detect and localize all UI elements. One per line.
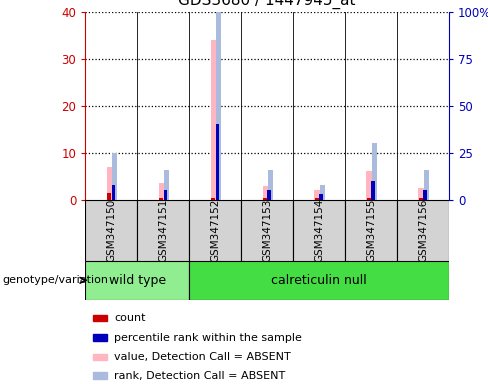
Text: GSM347155: GSM347155: [366, 199, 376, 262]
Text: wild type: wild type: [109, 274, 166, 287]
Text: GSM347152: GSM347152: [210, 199, 220, 262]
Bar: [241, 200, 293, 261]
Bar: [216, 12, 221, 200]
Bar: [268, 170, 273, 200]
Bar: [367, 198, 371, 200]
Bar: [319, 194, 323, 200]
Text: GSM347153: GSM347153: [262, 199, 272, 262]
Text: calreticulin null: calreticulin null: [271, 274, 367, 287]
Bar: [320, 185, 325, 200]
Bar: [164, 170, 169, 200]
Bar: [210, 40, 220, 200]
Bar: [211, 198, 215, 200]
Bar: [160, 198, 163, 200]
Bar: [189, 200, 241, 261]
Text: GSM347156: GSM347156: [418, 199, 428, 262]
Bar: [315, 198, 319, 200]
Bar: [137, 200, 189, 261]
Title: GDS3680 / 1447945_at: GDS3680 / 1447945_at: [179, 0, 356, 9]
Text: GSM347151: GSM347151: [158, 199, 168, 262]
Bar: [159, 183, 168, 200]
Bar: [264, 198, 267, 200]
Bar: [93, 372, 107, 379]
Bar: [267, 190, 271, 200]
Bar: [419, 198, 423, 200]
Bar: [112, 185, 115, 200]
Bar: [163, 190, 167, 200]
Bar: [216, 124, 219, 200]
Bar: [371, 143, 377, 200]
Text: GSM347154: GSM347154: [314, 199, 324, 262]
Text: count: count: [115, 313, 146, 323]
Bar: [93, 334, 107, 341]
Bar: [314, 190, 324, 200]
Text: rank, Detection Call = ABSENT: rank, Detection Call = ABSENT: [115, 371, 286, 381]
Bar: [107, 193, 111, 200]
Bar: [366, 172, 376, 200]
Bar: [293, 200, 345, 261]
Bar: [418, 188, 427, 200]
Bar: [345, 200, 397, 261]
Bar: [424, 170, 428, 200]
Bar: [112, 152, 117, 200]
Bar: [189, 261, 449, 300]
Text: GSM347150: GSM347150: [106, 199, 116, 262]
Bar: [263, 185, 272, 200]
Text: genotype/variation: genotype/variation: [2, 275, 108, 285]
Bar: [85, 200, 137, 261]
Bar: [423, 190, 427, 200]
Bar: [397, 200, 449, 261]
Bar: [371, 181, 375, 200]
Bar: [107, 167, 116, 200]
Bar: [93, 354, 107, 360]
Bar: [93, 315, 107, 321]
Text: percentile rank within the sample: percentile rank within the sample: [115, 333, 303, 343]
Bar: [85, 261, 189, 300]
Text: value, Detection Call = ABSENT: value, Detection Call = ABSENT: [115, 352, 291, 362]
